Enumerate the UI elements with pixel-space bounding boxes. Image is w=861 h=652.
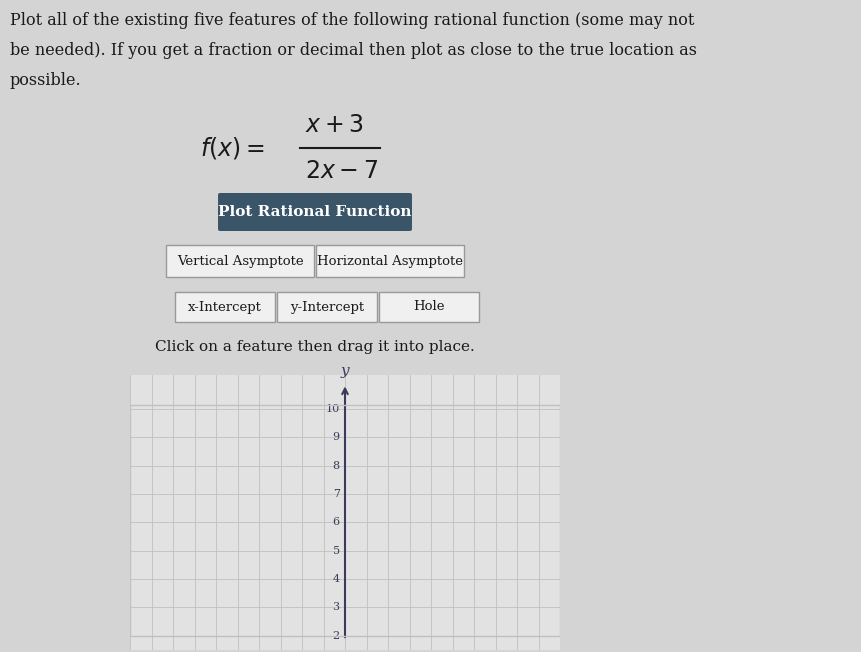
Text: Hole: Hole bbox=[412, 301, 444, 314]
Bar bbox=[130, 405, 560, 636]
FancyBboxPatch shape bbox=[166, 245, 313, 277]
Text: 4: 4 bbox=[332, 574, 339, 584]
Text: Plot Rational Function: Plot Rational Function bbox=[218, 205, 412, 219]
Text: 9: 9 bbox=[332, 432, 339, 442]
Text: $x + 3$: $x + 3$ bbox=[305, 115, 363, 138]
Text: Vertical Asymptote: Vertical Asymptote bbox=[177, 254, 303, 267]
Text: y-Intercept: y-Intercept bbox=[289, 301, 363, 314]
Text: Horizontal Asymptote: Horizontal Asymptote bbox=[317, 254, 462, 267]
Text: Click on a feature then drag it into place.: Click on a feature then drag it into pla… bbox=[155, 340, 474, 354]
Text: 2: 2 bbox=[332, 631, 339, 641]
Text: 8: 8 bbox=[332, 461, 339, 471]
Text: x-Intercept: x-Intercept bbox=[188, 301, 262, 314]
FancyBboxPatch shape bbox=[316, 245, 463, 277]
Text: $2x - 7$: $2x - 7$ bbox=[305, 160, 378, 183]
Text: 7: 7 bbox=[332, 489, 339, 499]
FancyBboxPatch shape bbox=[276, 292, 376, 322]
Text: y: y bbox=[340, 364, 349, 378]
Text: 6: 6 bbox=[332, 518, 339, 527]
Text: Plot all of the existing five features of the following rational function (some : Plot all of the existing five features o… bbox=[10, 12, 694, 29]
FancyBboxPatch shape bbox=[175, 292, 275, 322]
Text: possible.: possible. bbox=[10, 72, 82, 89]
Text: 3: 3 bbox=[332, 602, 339, 612]
FancyBboxPatch shape bbox=[218, 193, 412, 231]
Text: 5: 5 bbox=[332, 546, 339, 556]
Text: 10: 10 bbox=[325, 404, 339, 414]
Text: $f(x) =$: $f(x) =$ bbox=[200, 135, 264, 161]
Text: be needed). If you get a fraction or decimal then plot as close to the true loca: be needed). If you get a fraction or dec… bbox=[10, 42, 697, 59]
FancyBboxPatch shape bbox=[379, 292, 479, 322]
